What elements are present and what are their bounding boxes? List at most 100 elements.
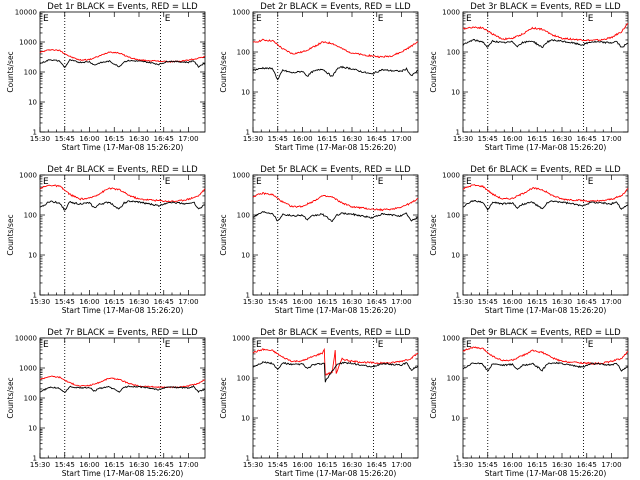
events-series-line bbox=[462, 38, 628, 49]
x-tick-label: 15:45 bbox=[478, 135, 498, 143]
y-axis-label: Counts/sec bbox=[219, 214, 228, 255]
y-tick-label: 1 bbox=[456, 292, 460, 300]
y-tick-label: 1000 bbox=[19, 39, 37, 47]
x-axis-label: Start Time (17-Mar-08 15:26:20) bbox=[62, 469, 184, 478]
chart-title: Det 7r BLACK = Events, RED = LLD bbox=[47, 328, 198, 338]
y-tick-label: 100 bbox=[24, 212, 37, 220]
x-axis-label: Start Time (17-Mar-08 15:26:20) bbox=[62, 143, 184, 152]
events-series-line bbox=[462, 200, 629, 211]
y-tick-label: 100 bbox=[237, 49, 250, 57]
event-marker-label: E bbox=[588, 14, 594, 24]
event-marker-label: E bbox=[43, 177, 49, 187]
chart-title: Det 1r BLACK = Events, RED = LLD bbox=[47, 2, 198, 12]
x-tick-label: 15:30 bbox=[243, 461, 263, 469]
event-marker-label: E bbox=[256, 177, 262, 187]
y-tick-label: 1000 bbox=[442, 172, 460, 180]
event-marker-label: E bbox=[165, 14, 171, 24]
x-tick-label: 17:00 bbox=[178, 298, 198, 306]
event-marker-label: E bbox=[588, 340, 594, 350]
x-tick-label: 16:45 bbox=[367, 298, 387, 306]
y-tick-label: 10000 bbox=[15, 335, 37, 343]
x-tick-label: 17:00 bbox=[178, 461, 198, 469]
chart-title: Det 3r BLACK = Events, RED = LLD bbox=[470, 2, 621, 12]
y-tick-label: 100 bbox=[447, 49, 460, 57]
x-tick-label: 15:45 bbox=[478, 461, 498, 469]
x-tick-label: 16:00 bbox=[292, 135, 312, 143]
y-tick-label: 1000 bbox=[232, 335, 250, 343]
y-tick-label: 10 bbox=[28, 425, 37, 433]
x-tick-label: 16:30 bbox=[129, 135, 149, 143]
event-marker-label: E bbox=[466, 14, 472, 24]
event-marker-label: E bbox=[43, 340, 49, 350]
chart-title: Det 8r BLACK = Events, RED = LLD bbox=[260, 328, 411, 338]
y-tick-label: 1 bbox=[246, 455, 250, 463]
x-tick-label: 15:30 bbox=[243, 298, 263, 306]
events-series-line bbox=[39, 200, 206, 211]
y-tick-label: 100 bbox=[447, 212, 460, 220]
x-tick-label: 17:00 bbox=[601, 135, 621, 143]
x-tick-label: 16:00 bbox=[292, 298, 312, 306]
lld-series-line bbox=[39, 184, 206, 203]
y-tick-label: 1 bbox=[33, 455, 37, 463]
event-marker-label: E bbox=[43, 14, 49, 24]
y-tick-label: 100 bbox=[24, 395, 37, 403]
event-marker-label: E bbox=[256, 14, 262, 24]
event-marker-label: E bbox=[165, 177, 171, 187]
x-tick-label: 17:00 bbox=[601, 298, 621, 306]
x-axis-label: Start Time (17-Mar-08 15:26:20) bbox=[275, 469, 397, 478]
chart-panel-2: Det 2r BLACK = Events, RED = LLD 1 10 100 10… bbox=[219, 2, 419, 152]
x-tick-label: 16:00 bbox=[502, 135, 522, 143]
y-tick-label: 100 bbox=[447, 375, 460, 383]
y-axis-label: Counts/sec bbox=[429, 377, 438, 418]
x-tick-label: 16:15 bbox=[527, 461, 547, 469]
x-tick-label: 17:00 bbox=[391, 461, 411, 469]
chart-title: Det 5r BLACK = Events, RED = LLD bbox=[260, 165, 411, 175]
x-tick-label: 15:45 bbox=[55, 135, 75, 143]
x-tick-label: 16:30 bbox=[129, 461, 149, 469]
chart-panel-1: Det 1r BLACK = Events, RED = LLD 1 10 100 10… bbox=[6, 2, 206, 152]
chart-panel-3: Det 3r BLACK = Events, RED = LLD 1 10 100 10… bbox=[429, 2, 629, 152]
y-tick-label: 1000 bbox=[442, 335, 460, 343]
y-tick-label: 1000 bbox=[442, 9, 460, 17]
event-marker-label: E bbox=[466, 340, 472, 350]
x-tick-label: 16:15 bbox=[317, 298, 337, 306]
chart-panel-9: Det 9r BLACK = Events, RED = LLD 1 10 100 10… bbox=[429, 328, 629, 478]
x-tick-label: 15:45 bbox=[268, 298, 288, 306]
chart-panel-4: Det 4r BLACK = Events, RED = LLD 1 10 100 10… bbox=[6, 165, 206, 315]
x-tick-label: 15:30 bbox=[453, 298, 473, 306]
lld-series-line bbox=[252, 347, 419, 376]
event-marker-label: E bbox=[256, 340, 262, 350]
x-tick-label: 15:45 bbox=[268, 135, 288, 143]
y-tick-label: 1000 bbox=[232, 9, 250, 17]
lld-series-line bbox=[462, 346, 629, 365]
chart-panel-8: Det 8r BLACK = Events, RED = LLD 1 10 100 10… bbox=[219, 328, 419, 478]
x-tick-label: 16:30 bbox=[552, 135, 572, 143]
y-tick-label: 1000 bbox=[19, 365, 37, 373]
y-tick-label: 1 bbox=[456, 129, 460, 137]
x-tick-label: 16:45 bbox=[577, 461, 597, 469]
x-tick-label: 16:15 bbox=[527, 298, 547, 306]
x-tick-label: 16:15 bbox=[104, 461, 124, 469]
x-tick-label: 15:30 bbox=[30, 135, 50, 143]
chart-panel-7: Det 7r BLACK = Events, RED = LLD 1 10 100 10… bbox=[6, 328, 206, 478]
event-marker-label: E bbox=[466, 177, 472, 187]
y-axis-label: Counts/sec bbox=[6, 214, 15, 255]
x-tick-label: 16:00 bbox=[292, 461, 312, 469]
x-axis-label: Start Time (17-Mar-08 15:26:20) bbox=[485, 469, 607, 478]
x-tick-label: 16:30 bbox=[342, 461, 362, 469]
chart-panel-6: Det 6r BLACK = Events, RED = LLD 1 10 100 10… bbox=[429, 165, 629, 315]
y-tick-label: 10 bbox=[241, 252, 250, 260]
y-tick-label: 1 bbox=[33, 129, 37, 137]
x-tick-label: 16:30 bbox=[342, 135, 362, 143]
y-tick-label: 10 bbox=[451, 415, 460, 423]
x-tick-label: 15:45 bbox=[478, 298, 498, 306]
x-tick-label: 17:00 bbox=[391, 135, 411, 143]
x-tick-label: 16:15 bbox=[317, 135, 337, 143]
x-tick-label: 15:45 bbox=[55, 461, 75, 469]
x-axis-label: Start Time (17-Mar-08 15:26:20) bbox=[485, 306, 607, 315]
events-series-line bbox=[252, 361, 419, 383]
lld-series-line bbox=[462, 23, 629, 42]
x-tick-label: 15:30 bbox=[243, 135, 263, 143]
x-tick-label: 15:45 bbox=[55, 298, 75, 306]
